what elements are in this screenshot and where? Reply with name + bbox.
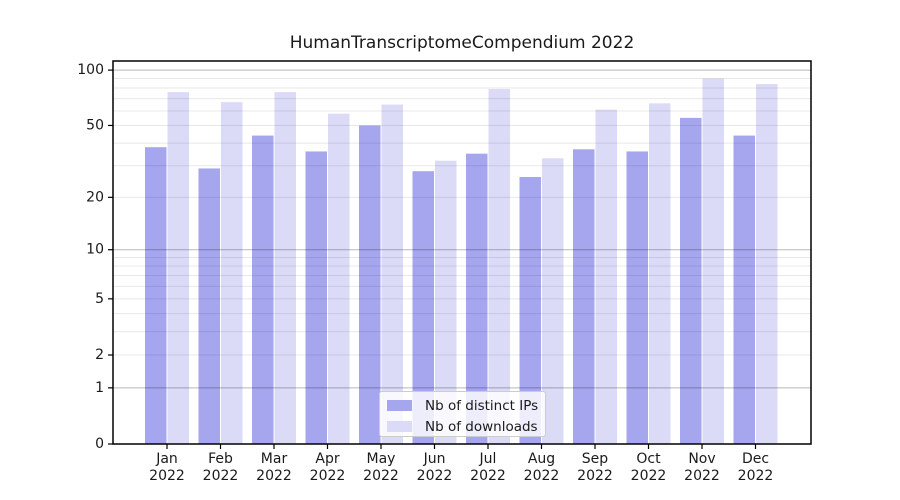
bar-downloads-nov [702, 78, 724, 444]
bar-distinct-ips-mar [252, 135, 274, 444]
x-tick-label-year-jul: 2022 [470, 468, 506, 484]
bar-distinct-ips-dec [733, 135, 755, 444]
x-tick-label-month-may: May [367, 451, 396, 467]
y-tick-label-1: 1 [95, 380, 104, 396]
bar-downloads-may [381, 104, 403, 444]
plot-frame [112, 60, 812, 445]
bar-downloads-sep [595, 109, 617, 444]
bar-downloads-jun [435, 160, 457, 445]
x-tick-label-month-jan: Jan [155, 451, 178, 467]
y-tick-label-100: 100 [77, 62, 104, 78]
legend-row-distinct-ips: Nb of distinct IPs [387, 397, 545, 414]
bar-downloads-oct [649, 103, 671, 445]
bar-distinct-ips-jul [466, 153, 488, 444]
bar-downloads-mar [274, 92, 296, 445]
x-tick-label-year-jun: 2022 [417, 468, 453, 484]
x-tick-label-year-sep: 2022 [577, 468, 613, 484]
x-tick-label-month-jul: Jul [479, 451, 497, 467]
x-tick-label-year-nov: 2022 [684, 468, 720, 484]
x-tick-label-year-may: 2022 [363, 468, 399, 484]
x-tick-label-year-jan: 2022 [149, 468, 185, 484]
bar-distinct-ips-may [359, 125, 381, 444]
x-tick-label-month-oct: Oct [636, 451, 661, 467]
bar-distinct-ips-sep [573, 149, 595, 445]
bar-distinct-ips-jan [145, 147, 167, 444]
bar-downloads-dec [756, 84, 778, 444]
legend-swatch-distinct-ips [387, 400, 412, 411]
bar-distinct-ips-aug [519, 176, 541, 444]
x-tick-label-year-dec: 2022 [738, 468, 774, 484]
gridlines-group [113, 69, 811, 389]
bar-downloads-aug [542, 158, 564, 444]
y-tick-label-10: 10 [86, 242, 104, 258]
x-tick-label-year-aug: 2022 [524, 468, 560, 484]
bar-distinct-ips-nov [680, 117, 702, 444]
bar-distinct-ips-oct [626, 151, 648, 445]
x-tick-label-month-dec: Dec [742, 451, 769, 467]
bars-group [145, 78, 778, 445]
bar-downloads-jan [167, 92, 189, 445]
x-tick-label-year-oct: 2022 [631, 468, 667, 484]
y-tick-label-0: 0 [95, 436, 104, 452]
legend: Nb of distinct IPs Nb of downloads [379, 391, 546, 437]
x-tick-label-month-sep: Sep [582, 451, 609, 467]
bar-downloads-jul [488, 88, 510, 444]
x-tick-label-year-mar: 2022 [256, 468, 292, 484]
legend-label-downloads: Nb of downloads [425, 418, 538, 435]
y-tick-label-5: 5 [95, 291, 104, 307]
x-tick-label-year-apr: 2022 [310, 468, 346, 484]
x-tick-label-month-apr: Apr [315, 451, 339, 467]
bar-downloads-feb [221, 102, 243, 444]
x-tick-label-month-jun: Jun [423, 451, 446, 467]
chart-title: HumanTranscriptomeCompendium 2022 [289, 33, 635, 53]
x-tick-label-month-feb: Feb [208, 451, 233, 467]
bar-distinct-ips-jun [412, 171, 434, 444]
y-tick-label-2: 2 [95, 347, 104, 363]
y-tick-label-20: 20 [86, 189, 104, 205]
x-tick-label-month-aug: Aug [528, 451, 555, 467]
bar-distinct-ips-feb [198, 168, 220, 444]
legend-row-downloads: Nb of downloads [387, 418, 545, 435]
y-tick-label-50: 50 [86, 117, 104, 133]
x-tick-label-year-feb: 2022 [203, 468, 239, 484]
bar-downloads-apr [328, 113, 350, 444]
x-axis: Jan2022Feb2022Mar2022Apr2022May2022Jun20… [149, 444, 773, 484]
legend-label-distinct-ips: Nb of distinct IPs [425, 397, 539, 414]
legend-swatch-downloads [387, 421, 412, 432]
x-tick-label-month-mar: Mar [261, 451, 288, 467]
bar-distinct-ips-apr [305, 151, 327, 445]
x-tick-label-month-nov: Nov [688, 451, 715, 467]
